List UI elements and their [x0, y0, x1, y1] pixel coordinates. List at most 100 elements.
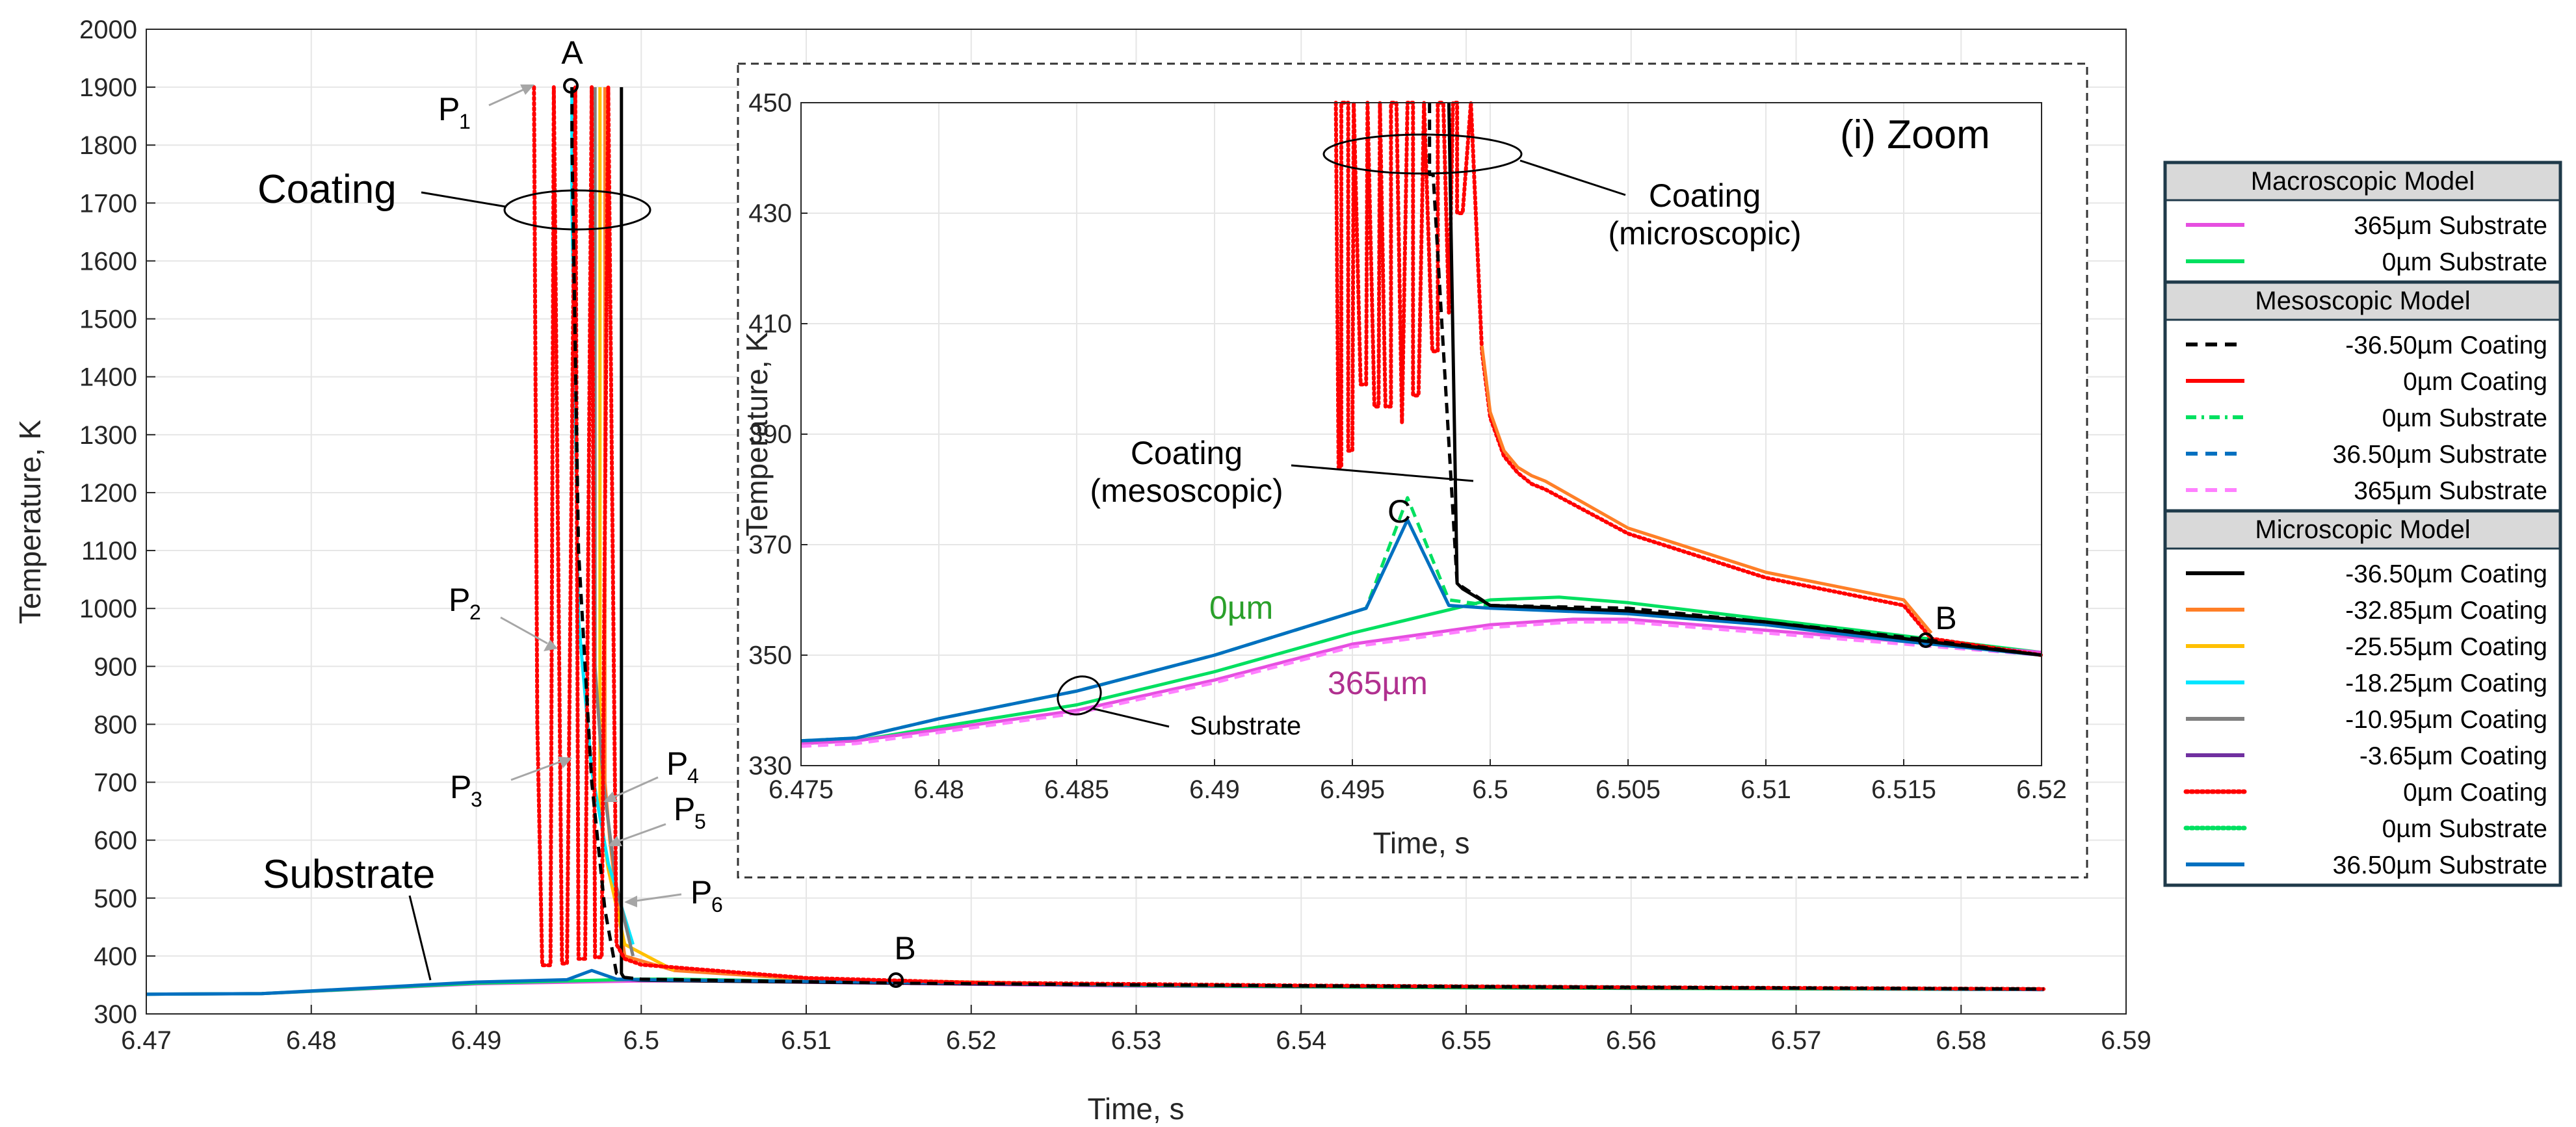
inset-point-b-marker — [1918, 632, 1934, 648]
legend-item-label: -36.50µm Coating — [2345, 331, 2547, 359]
inset-series-line-8 — [1428, 103, 2042, 657]
substrate-label: Substrate — [263, 852, 435, 897]
main-x-tick-label: 6.55 — [1441, 1026, 1492, 1055]
p6-arrowhead — [624, 896, 637, 907]
main-y-tick-label: 400 — [94, 942, 137, 971]
legend: Macroscopic Model 365µm Substrate 0µm Subs… — [2163, 161, 2562, 887]
main-y-tick-label: 900 — [94, 653, 137, 681]
inset-x-tick-label: 6.505 — [1596, 775, 1661, 804]
main-series-line-4 — [570, 87, 635, 945]
coating-meso-leader — [1291, 464, 1474, 482]
main-y-tick-label: 1800 — [79, 131, 137, 160]
legend-group-header-bg — [2166, 512, 2559, 549]
p1-label: P — [438, 91, 460, 127]
coating-micro-leader — [1519, 159, 1626, 196]
inset-x-tick-label: 6.48 — [913, 775, 964, 804]
substrate-ellipse — [1057, 675, 1102, 716]
main-y-tick-label: 1400 — [79, 363, 137, 392]
p2-arrowhead — [544, 640, 558, 651]
p3-annotation: P 3 — [450, 757, 572, 811]
legend-group-header: Microscopic Model — [2255, 515, 2470, 544]
main-x-tick-label: 6.59 — [2101, 1026, 2151, 1055]
main-y-tick-label: 800 — [94, 710, 137, 739]
legend-item-label: -36.50µm Coating — [2345, 560, 2547, 588]
main-x-tick-label: 6.49 — [451, 1026, 502, 1055]
main-annotations: Coating Substrate A B P 1 P 2 — [257, 34, 916, 988]
legend-item-label: 36.50µm Substrate — [2333, 851, 2547, 879]
inset-y-tick-label: 350 — [748, 641, 792, 669]
p4-arrowhead — [603, 792, 618, 802]
main-y-tick-label: 2000 — [79, 16, 137, 44]
coating-meso-label-1: Coating — [1131, 435, 1242, 471]
coating-leader — [421, 191, 506, 208]
main-x-axis-label: Time, s — [1087, 1092, 1184, 1126]
main-series-line-9 — [570, 87, 2044, 991]
legend-item-label: -10.95µm Coating — [2345, 706, 2547, 734]
inset-y-tick-label: 450 — [748, 88, 792, 117]
p5-annotation: P 5 — [608, 791, 706, 846]
main-y-tick-label: 1900 — [79, 73, 137, 102]
p4-annotation: P 4 — [603, 745, 699, 802]
p3-label: P — [450, 769, 471, 805]
main-y-tick-label: 1300 — [79, 421, 137, 450]
coating-micro-label-1: Coating — [1649, 177, 1761, 214]
p3-arrow-line — [510, 760, 561, 781]
p5-subscript: 5 — [694, 810, 706, 833]
main-y-ticks: 300 400 500 600 700 800 900 1000 1100 1200 1300 140… — [79, 16, 155, 1029]
coating-micro-ellipse — [1322, 133, 1523, 175]
legend-item-label: -25.55µm Coating — [2345, 633, 2547, 661]
p3-subscript: 3 — [471, 788, 482, 811]
main-x-tick-label: 6.48 — [286, 1026, 337, 1055]
main-y-tick-label: 1500 — [79, 305, 137, 334]
inset-title: (i) Zoom — [1840, 112, 1990, 157]
main-y-axis-label: Temperature, K — [13, 419, 47, 624]
inset-y-tick-label: 410 — [748, 309, 792, 338]
p1-subscript: 1 — [459, 110, 471, 133]
main-y-tick-label: 600 — [94, 827, 137, 855]
inset-x-tick-label: 6.495 — [1320, 775, 1385, 804]
point-a-label: A — [561, 34, 583, 71]
legend-item-label: -32.85µm Coating — [2345, 597, 2547, 625]
legend-item-label: -18.25µm Coating — [2345, 669, 2547, 697]
p4-subscript: 4 — [687, 764, 699, 788]
inset-y-tick-label: 430 — [748, 199, 792, 227]
inset-chart: 6.475 6.48 6.485 6.49 6.495 6.5 6.505 6.51 6.515… — [737, 62, 2088, 879]
p2-annotation: P 2 — [449, 582, 558, 651]
p4-arrow-line — [614, 776, 659, 798]
point-b-marker — [888, 972, 904, 988]
main-y-tick-label: 1100 — [81, 537, 137, 565]
main-y-tick-label: 700 — [94, 769, 137, 797]
legend-item-label: -3.65µm Coating — [2359, 742, 2547, 770]
inset-x-tick-label: 6.485 — [1044, 775, 1109, 804]
inset-series-line-5 — [1334, 101, 2044, 657]
point-c-label: C — [1387, 493, 1411, 530]
legend-item-label: 0µm Substrate — [2382, 248, 2547, 276]
substrate-inset-label: Substrate — [1190, 712, 1301, 740]
inset-x-ticks: 6.475 6.48 6.485 6.49 6.495 6.5 6.505 6.51 6.515… — [769, 759, 2067, 804]
legend-item-label: 365µm Substrate — [2354, 477, 2547, 505]
inset-series-line-6 — [1480, 345, 1933, 634]
inset-x-tick-label: 6.52 — [2016, 775, 2067, 804]
inset-x-tick-label: 6.51 — [1741, 775, 1791, 804]
inset-x-axis-label: Time, s — [1373, 826, 1469, 860]
inset-point-b-label: B — [1935, 600, 1956, 636]
inset-y-ticks: 330 350 370 390 410 430 450 — [748, 88, 808, 780]
label-0um: 0µm — [1209, 589, 1273, 626]
main-x-tick-label: 6.53 — [1111, 1026, 1162, 1055]
inset-series-line-0 — [800, 595, 2042, 745]
p1-annotation: P 1 — [438, 84, 534, 133]
legend-group-header-bg — [2166, 283, 2559, 320]
inset-y-axis-label: Temperature, K — [740, 331, 774, 536]
p2-arrow-line — [500, 616, 548, 645]
coating-ellipse — [503, 189, 651, 231]
p5-arrow-line — [618, 823, 666, 842]
main-x-tick-label: 6.54 — [1276, 1026, 1326, 1055]
main-x-tick-label: 6.5 — [623, 1026, 659, 1055]
legend-item-label: 36.50µm Substrate — [2333, 441, 2547, 469]
p2-subscript: 2 — [469, 601, 481, 624]
coating-meso-label-2: (mesoscopic) — [1090, 473, 1283, 509]
p3-arrowhead — [558, 757, 572, 768]
inset-x-tick-label: 6.49 — [1189, 775, 1240, 804]
p6-annotation: P 6 — [624, 874, 723, 916]
main-x-ticks: 6.47 6.48 6.49 6.5 6.51 6.52 6.53 6.54 6.55 6.56 6… — [121, 1005, 2151, 1055]
